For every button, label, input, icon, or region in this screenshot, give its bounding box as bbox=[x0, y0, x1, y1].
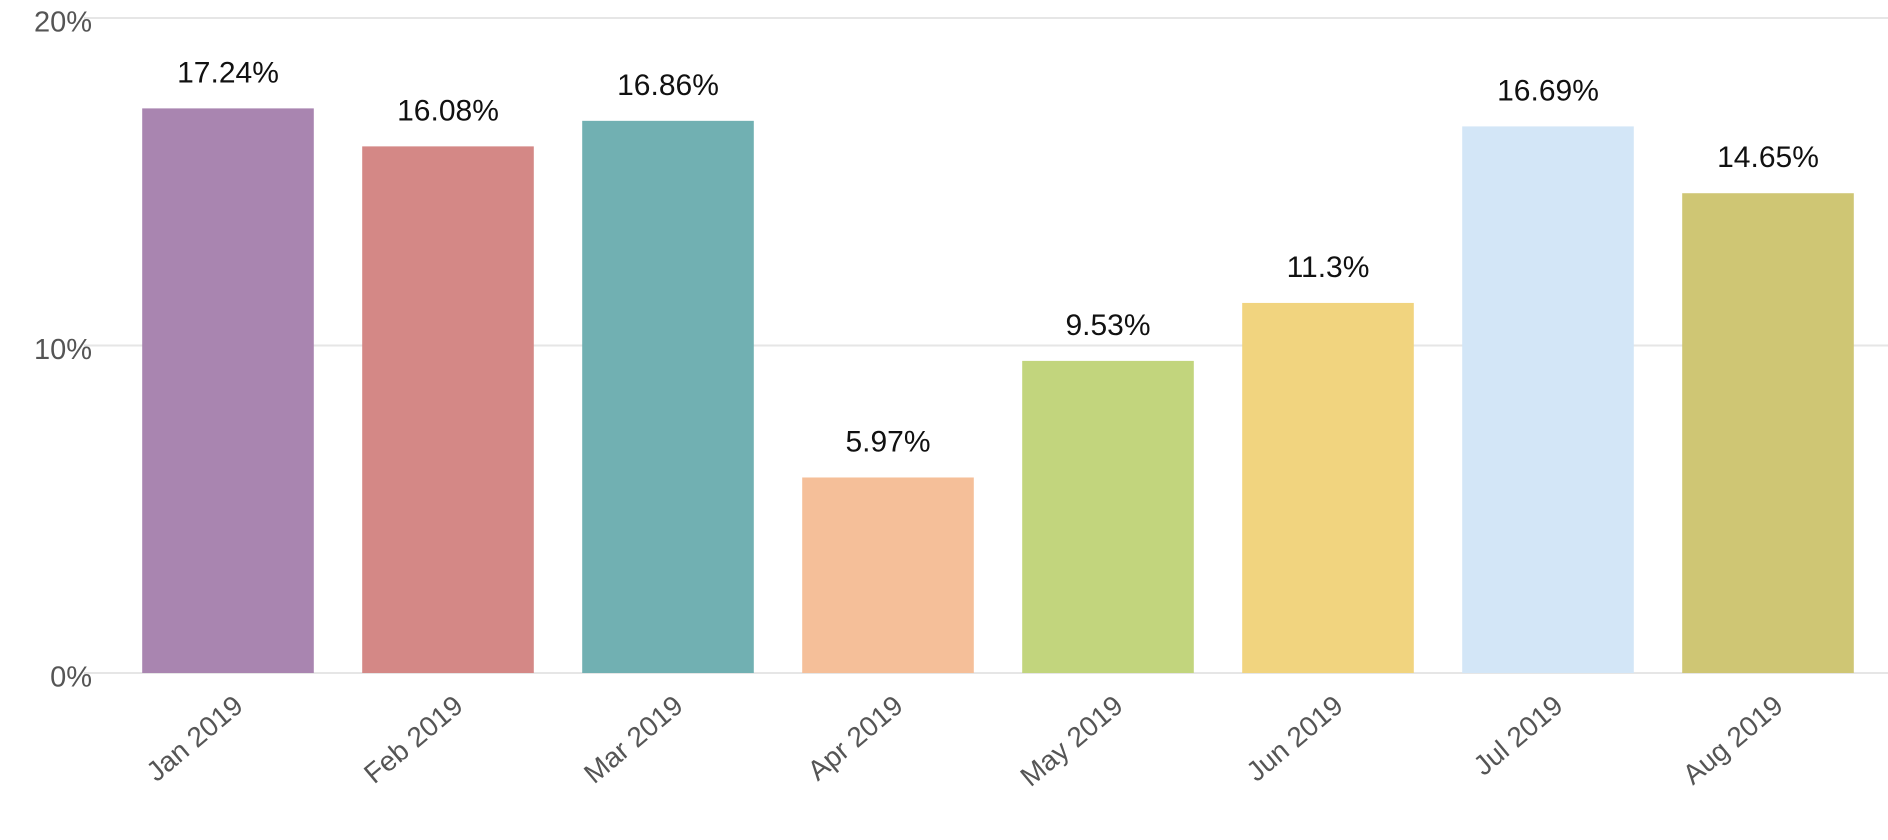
bar bbox=[1682, 193, 1854, 673]
value-label: 17.24% bbox=[177, 56, 279, 89]
x-tick-label: Jul 2019 bbox=[1468, 690, 1569, 782]
bar bbox=[582, 120, 754, 673]
x-tick-label: Jan 2019 bbox=[140, 690, 248, 788]
x-tick-label: Feb 2019 bbox=[358, 690, 469, 790]
value-label: 16.08% bbox=[397, 94, 499, 127]
bar bbox=[802, 477, 974, 673]
bar bbox=[362, 146, 534, 673]
bar bbox=[1022, 360, 1194, 673]
y-tick-label: 10% bbox=[34, 334, 92, 366]
x-tick-label: Aug 2019 bbox=[1677, 690, 1789, 791]
x-tick-label: Apr 2019 bbox=[802, 690, 909, 787]
value-label: 16.86% bbox=[617, 69, 719, 102]
y-tick-label: 20% bbox=[34, 7, 92, 39]
value-label: 5.97% bbox=[845, 425, 930, 458]
bar bbox=[142, 108, 314, 673]
value-label: 16.69% bbox=[1497, 74, 1599, 107]
x-tick-label: May 2019 bbox=[1014, 690, 1128, 793]
x-tick-label: Mar 2019 bbox=[578, 690, 689, 790]
x-tick-label: Jun 2019 bbox=[1240, 690, 1348, 788]
value-label: 9.53% bbox=[1065, 309, 1150, 342]
y-tick-label: 0% bbox=[50, 662, 92, 694]
value-label: 11.3% bbox=[1287, 251, 1370, 284]
value-label: 14.65% bbox=[1717, 141, 1819, 174]
bar bbox=[1242, 302, 1414, 673]
bar bbox=[1462, 126, 1634, 674]
